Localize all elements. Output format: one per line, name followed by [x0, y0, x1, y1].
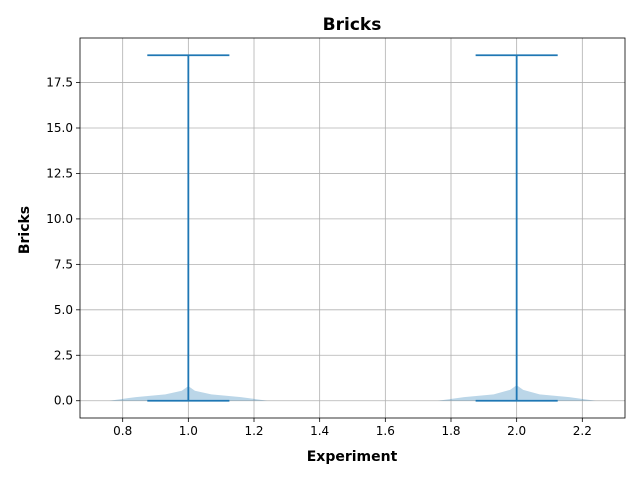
x-tick-label: 1.4 — [310, 424, 329, 438]
x-tick-label: 1.0 — [179, 424, 198, 438]
x-tick-label: 2.0 — [507, 424, 526, 438]
y-tick-label: 2.5 — [54, 348, 73, 362]
x-tick-label: 1.8 — [441, 424, 460, 438]
violins — [109, 54, 596, 402]
y-tick-label: 10.0 — [46, 212, 73, 226]
x-tick-label: 1.2 — [244, 424, 263, 438]
grid — [80, 38, 625, 418]
x-axis-label: Experiment — [307, 449, 398, 465]
ticks: 0.8 1.0 1.2 1.4 1.6 1.8 2.0 2.2 0.0 2.5 5.0 7.5 10.0… — [46, 76, 592, 438]
plot-frame — [79, 37, 626, 419]
y-tick-label: 17.5 — [46, 76, 73, 90]
y-tick-label: 12.5 — [46, 166, 73, 180]
y-axis-label: Bricks — [17, 206, 33, 254]
x-tick-label: 2.2 — [573, 424, 592, 438]
y-tick-label: 5.0 — [54, 303, 73, 317]
chart-title: Bricks — [323, 15, 382, 35]
y-tick-label: 0.0 — [54, 394, 73, 408]
x-tick-label: 1.6 — [376, 424, 395, 438]
y-tick-label: 7.5 — [54, 257, 73, 271]
y-tick-label: 15.0 — [46, 121, 73, 135]
x-tick-label: 0.8 — [113, 424, 132, 438]
